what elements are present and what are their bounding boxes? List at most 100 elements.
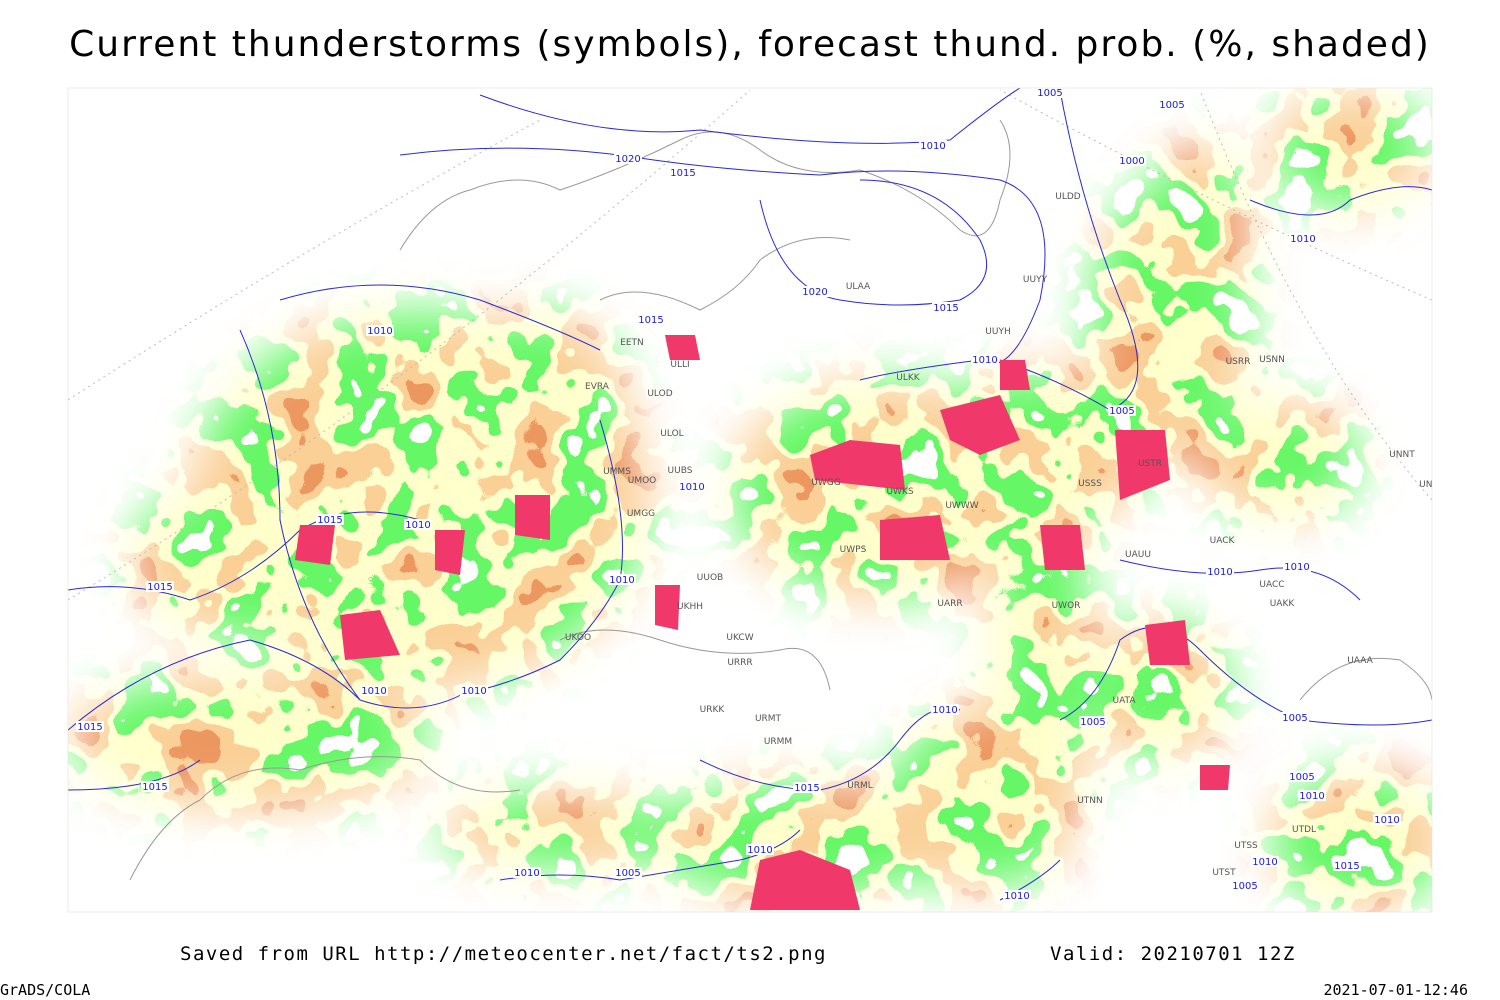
station-label: UTNN [1077, 796, 1103, 806]
isobar-label-bg [1206, 566, 1234, 577]
isobar-label: 1010 [1374, 815, 1399, 826]
coastlines [129, 119, 1432, 881]
isobar-label-bg [931, 704, 959, 715]
isobar-label-bg [360, 685, 388, 696]
isobar-label-bg [1283, 561, 1311, 572]
station-label: ULAA [846, 282, 871, 292]
isobar-label-bg [366, 325, 394, 336]
isobar-label: 1015 [142, 782, 167, 793]
isobar-label: 1010 [609, 575, 634, 586]
station-label: USNN [1259, 355, 1285, 365]
isobar-label: 1020 [802, 287, 827, 298]
station-label: ULDD [1055, 192, 1081, 202]
isobar-label: 1015 [317, 515, 342, 526]
station-label: USTR [1138, 459, 1162, 469]
isobar-label-bg [1298, 790, 1326, 801]
graticule [68, 89, 1432, 601]
isobar-label: 1005 [1080, 717, 1105, 728]
isobar-label-bg [801, 286, 829, 297]
isobar-label: 1005 [1232, 881, 1257, 892]
station-label: UUYH [985, 327, 1010, 337]
isobar-label: 1010 [405, 520, 430, 531]
title: Current thunderstorms (symbols), forecas… [69, 24, 1431, 65]
station-label: URRR [727, 658, 752, 668]
isobar-label: 1015 [638, 315, 663, 326]
isobar-label: 1005 [1289, 772, 1314, 783]
station-label: UUYY [1023, 275, 1048, 285]
isobar-label: 1015 [670, 168, 695, 179]
isobar-label-bg [637, 314, 665, 325]
isobar-label: 1010 [972, 355, 997, 366]
station-label: ULLI [670, 360, 689, 370]
isobar-label-bg [141, 781, 169, 792]
station-label: UNBB [1419, 480, 1445, 490]
isobar-label-bg [614, 153, 642, 164]
software: GrADS/COLA [0, 981, 90, 999]
isobar-label-bg [1281, 712, 1309, 723]
station-label: UKHH [677, 602, 703, 612]
isobar-label: 1015 [147, 582, 172, 593]
station-label: UACC [1259, 580, 1284, 590]
station-label: UKOO [565, 633, 591, 643]
isobar-label: 1010 [367, 326, 392, 337]
isobar-label: 1020 [615, 154, 640, 165]
isobar-label: 1015 [77, 722, 102, 733]
isobar-label: 1010 [1290, 234, 1315, 245]
isobar-label: 1005 [1159, 100, 1184, 111]
isobar-label-bg [746, 844, 774, 855]
isobar-label-bg [1003, 890, 1031, 901]
isobar-label-bg [919, 140, 947, 151]
isobar-label-bg [1288, 771, 1316, 782]
isobar-label-bg [146, 581, 174, 592]
station-label: UARR [937, 599, 962, 609]
isobar-label-bg [1158, 99, 1186, 110]
isobar-label-bg [1108, 405, 1136, 416]
station-label: URKK [700, 705, 726, 715]
isobar-label-bg [614, 867, 642, 878]
station-label: UWKS [886, 487, 913, 497]
station-label: UAUU [1125, 550, 1151, 560]
valid-time: Valid: 20210701 12Z [1050, 943, 1296, 965]
station-label: UMOO [628, 476, 657, 486]
isobar-label-bg [1251, 856, 1279, 867]
isobar-label: 1005 [615, 868, 640, 879]
station-label: EETN [620, 338, 644, 348]
station-label: URML [847, 781, 873, 791]
isobar-label: 1010 [1299, 791, 1324, 802]
isobar-label-bg [971, 354, 999, 365]
station-label: USSS [1078, 479, 1102, 489]
isobar-label-bg [608, 574, 636, 585]
isobar-label-bg [1118, 155, 1146, 166]
station-label: UACK [1210, 536, 1236, 546]
station-label: UATA [1112, 696, 1136, 706]
isobar-label-bg [76, 721, 104, 732]
station-label: UWOR [1052, 601, 1081, 611]
isobar-label: 1010 [679, 482, 704, 493]
isobar-label-bg [1333, 860, 1361, 871]
station-label: UUBS [668, 466, 693, 476]
station-label: UTDL [1292, 825, 1316, 835]
station-label: ULOD [647, 389, 672, 399]
isobar-label: 1010 [1207, 567, 1232, 578]
station-label: UAKK [1270, 599, 1296, 609]
station-label: URMM [764, 737, 792, 747]
isobar-label: 1010 [747, 845, 772, 856]
isobar-label: 1010 [920, 141, 945, 152]
station-label: UNNT [1389, 450, 1415, 460]
isobar-label: 1010 [514, 868, 539, 879]
isobar-label: 1000 [1119, 156, 1144, 167]
isobar-label: 1005 [1037, 88, 1062, 99]
isobar-label: 1005 [1282, 713, 1307, 724]
station-label: UKCW [726, 633, 753, 643]
isobar-label-bg [1289, 233, 1317, 244]
station-label: ULKK [896, 373, 921, 383]
station-label: UTST [1212, 868, 1236, 878]
station-label: UWWW [945, 501, 978, 511]
station-labels: ULDD ULAA UUYY UUYH ULLI EETN EVRA ULOD ULOL UUBS… [565, 192, 1445, 878]
station-label: EVRA [585, 382, 610, 392]
isobar-label: 1015 [933, 303, 958, 314]
station-label: URMT [755, 714, 782, 724]
thunderstorm-symbols [295, 335, 1230, 910]
isobar-label: 1010 [1004, 891, 1029, 902]
isobar-label-bg [316, 514, 344, 525]
